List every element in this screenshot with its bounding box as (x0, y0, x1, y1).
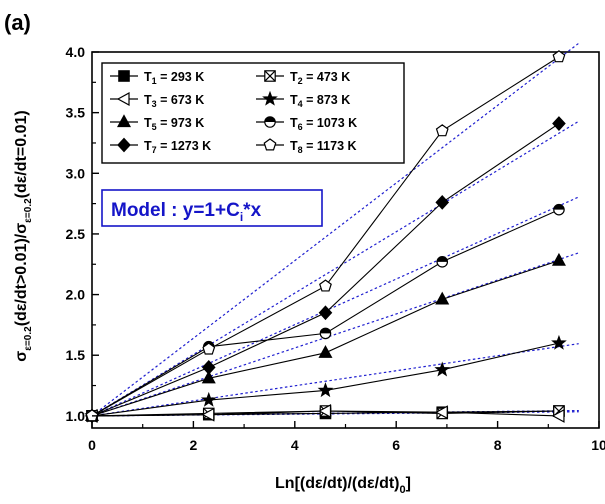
legend-item: T6 = 1073 K (256, 116, 357, 132)
data-point-t3-673-k (201, 407, 215, 422)
y-tick-label: 1.0 (66, 408, 86, 424)
data-point-t7-1273-k (201, 359, 216, 375)
y-tick-label: 3.5 (66, 105, 86, 121)
fit-line-t4-873-k (91, 343, 579, 417)
data-point-t6-1073-k (553, 203, 565, 216)
legend-marker (116, 114, 132, 128)
legend-marker (262, 90, 278, 106)
legend-label: T4 = 873 K (290, 93, 350, 109)
legend-marker (264, 116, 276, 128)
data-point-t4-873-k (551, 334, 567, 350)
legend-item: T3 = 673 K (110, 91, 204, 109)
legend-marker (117, 137, 131, 153)
x-tick-label: 2 (190, 437, 198, 453)
y-tick-label: 4.0 (66, 44, 86, 60)
x-tick-label: 10 (591, 437, 605, 453)
y-tick-label: 2.5 (66, 226, 86, 242)
fit-line-t5-973-k (91, 252, 579, 417)
x-tick-label: 8 (494, 437, 502, 453)
legend-item: T5 = 973 K (110, 114, 204, 132)
series-line-t7-1273-k (91, 123, 560, 417)
legend-marker (263, 138, 277, 151)
legend-label: T6 = 1073 K (290, 116, 357, 132)
data-point-t3-673-k (318, 404, 332, 419)
fit-line-t8-1173-k (91, 42, 580, 417)
legend-item: T7 = 1273 K (110, 137, 211, 155)
data-point-t5-973-k (318, 345, 333, 358)
legend: T1 = 293 K T2 = 473 K T3 = 673 K T4 = 873 K… (101, 62, 405, 164)
axes: 0 2 4 6 8 10 1.0 1.5 2.0 2.5 3.0 3.5 4.0 (66, 44, 605, 453)
data-point-t6-1073-k (319, 327, 332, 340)
legend-label: T7 = 1273 K (144, 139, 211, 155)
fit-line-t6-1073-k (91, 196, 579, 417)
data-point-t5-973-k (201, 370, 216, 384)
legend-item: T4 = 873 K (256, 90, 350, 109)
y-tick-label: 3.0 (66, 165, 86, 181)
legend-label: T1 = 293 K (144, 70, 204, 86)
data-point-t4-873-k (317, 382, 334, 398)
legend-box (101, 62, 405, 164)
legend-marker (264, 70, 276, 82)
fit-line-t7-1273-k (91, 120, 580, 417)
legend-item: T1 = 293 K (110, 70, 204, 86)
data-point-t7-1273-k (552, 116, 566, 131)
y-axis-title: σε=0.2(dε/dt>0.01)/σε=0.2(dε/dt=0.01) (13, 110, 34, 361)
data-point-t8-1173-k (319, 279, 332, 292)
legend-marker (116, 91, 130, 107)
x-tick-label: 6 (392, 437, 400, 453)
model-annotation: Model : y=1+Ci*x (101, 189, 323, 227)
x-tick-label: 4 (291, 437, 299, 453)
legend-item: T2 = 473 K (256, 70, 350, 86)
data-point-t5-973-k (435, 291, 450, 305)
data-point-t8-1173-k (435, 124, 449, 137)
legend-label: T8 = 1173 K (290, 139, 357, 155)
data-point-t4-873-k (200, 391, 217, 407)
panel-label: (a) (4, 10, 31, 35)
data-point-t3-673-k (434, 405, 448, 420)
data-point-t6-1073-k (436, 256, 449, 268)
y-tick-label: 2.0 (66, 287, 86, 303)
y-tick-label: 1.5 (66, 347, 86, 363)
data-point-t3-673-k (551, 408, 565, 423)
data-point-t7-1273-k (318, 305, 333, 321)
model-annotation-box (101, 189, 323, 227)
legend-label: T3 = 673 K (144, 93, 204, 109)
data-point-t8-1173-k (202, 342, 216, 355)
legend-item: T8 = 1173 K (256, 138, 357, 155)
data-point-t4-873-k (434, 361, 451, 377)
data-point-t5-973-k (551, 252, 566, 266)
x-axis-title: Ln[(dε/dt)/(dε/dt)0] (275, 475, 411, 496)
model-annotation-text: Model : y=1+Ci*x (111, 200, 262, 224)
legend-label: T5 = 973 K (144, 116, 204, 132)
x-tick-label: 0 (88, 437, 96, 453)
data-point-t7-1273-k (435, 195, 450, 210)
legend-marker (118, 70, 130, 82)
legend-label: T2 = 473 K (290, 70, 350, 86)
data-point-t8-1173-k (552, 50, 566, 63)
